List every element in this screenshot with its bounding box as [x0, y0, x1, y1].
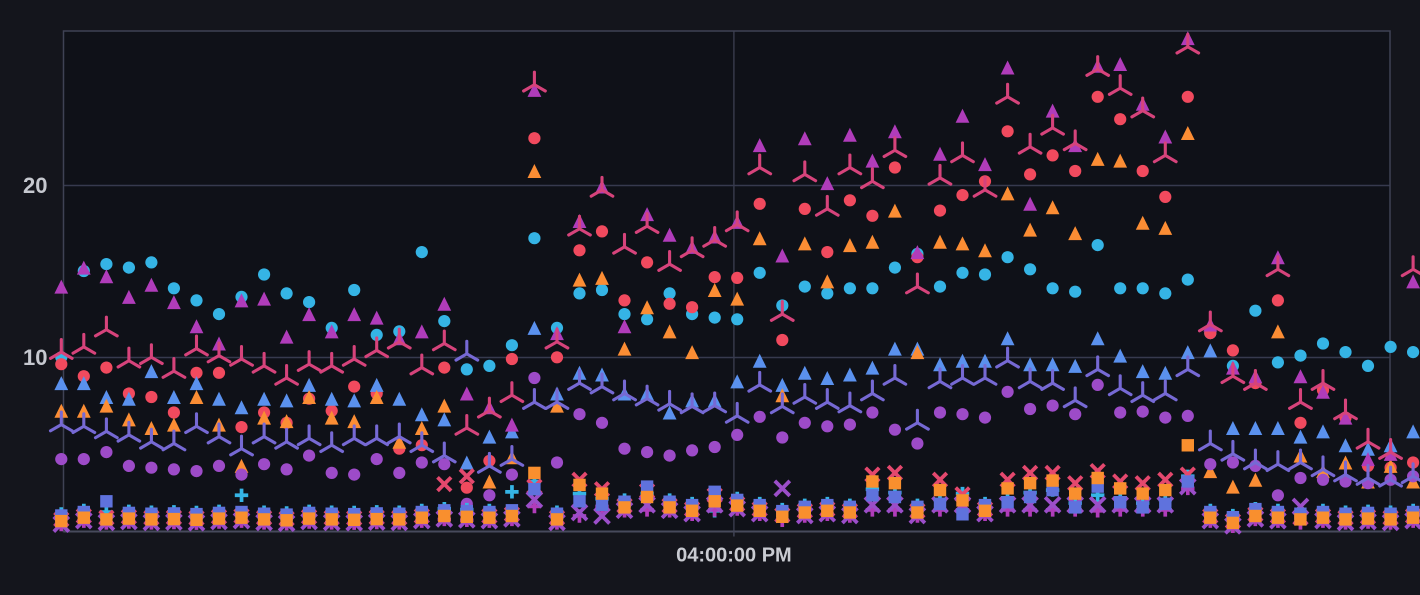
svg-text:20: 20: [23, 173, 47, 198]
svg-text:10: 10: [23, 345, 47, 370]
svg-text:04:00:00 PM: 04:00:00 PM: [676, 545, 792, 567]
